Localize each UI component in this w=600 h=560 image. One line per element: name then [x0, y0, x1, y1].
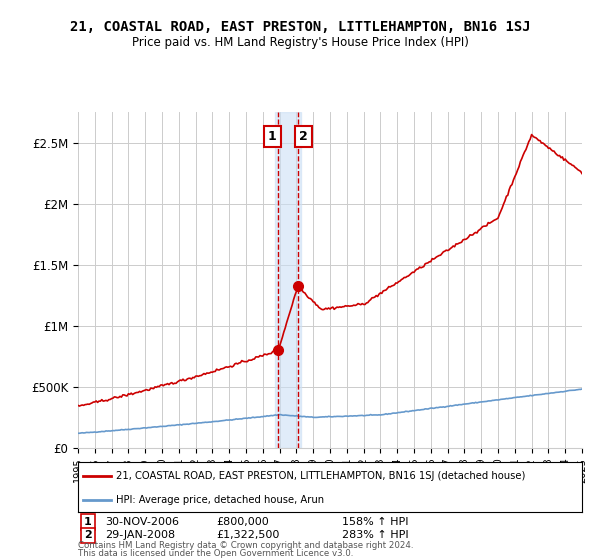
Text: Price paid vs. HM Land Registry's House Price Index (HPI): Price paid vs. HM Land Registry's House … — [131, 36, 469, 49]
Text: 1: 1 — [268, 130, 277, 143]
Text: 2: 2 — [299, 130, 308, 143]
Bar — [275, 112, 301, 448]
Text: 21, COASTAL ROAD, EAST PRESTON, LITTLEHAMPTON, BN16 1SJ: 21, COASTAL ROAD, EAST PRESTON, LITTLEHA… — [70, 20, 530, 34]
Text: This data is licensed under the Open Government Licence v3.0.: This data is licensed under the Open Gov… — [78, 549, 353, 558]
Text: 283% ↑ HPI: 283% ↑ HPI — [342, 530, 409, 540]
Text: 2: 2 — [84, 530, 92, 540]
Text: 30-NOV-2006: 30-NOV-2006 — [105, 517, 179, 527]
Text: 21, COASTAL ROAD, EAST PRESTON, LITTLEHAMPTON, BN16 1SJ (detached house): 21, COASTAL ROAD, EAST PRESTON, LITTLEHA… — [116, 471, 525, 481]
Text: 158% ↑ HPI: 158% ↑ HPI — [342, 517, 409, 527]
Text: 1: 1 — [84, 517, 92, 527]
Text: 29-JAN-2008: 29-JAN-2008 — [105, 530, 175, 540]
Text: HPI: Average price, detached house, Arun: HPI: Average price, detached house, Arun — [116, 495, 324, 505]
Text: Contains HM Land Registry data © Crown copyright and database right 2024.: Contains HM Land Registry data © Crown c… — [78, 541, 413, 550]
Text: £1,322,500: £1,322,500 — [216, 530, 280, 540]
Text: £800,000: £800,000 — [216, 517, 269, 527]
